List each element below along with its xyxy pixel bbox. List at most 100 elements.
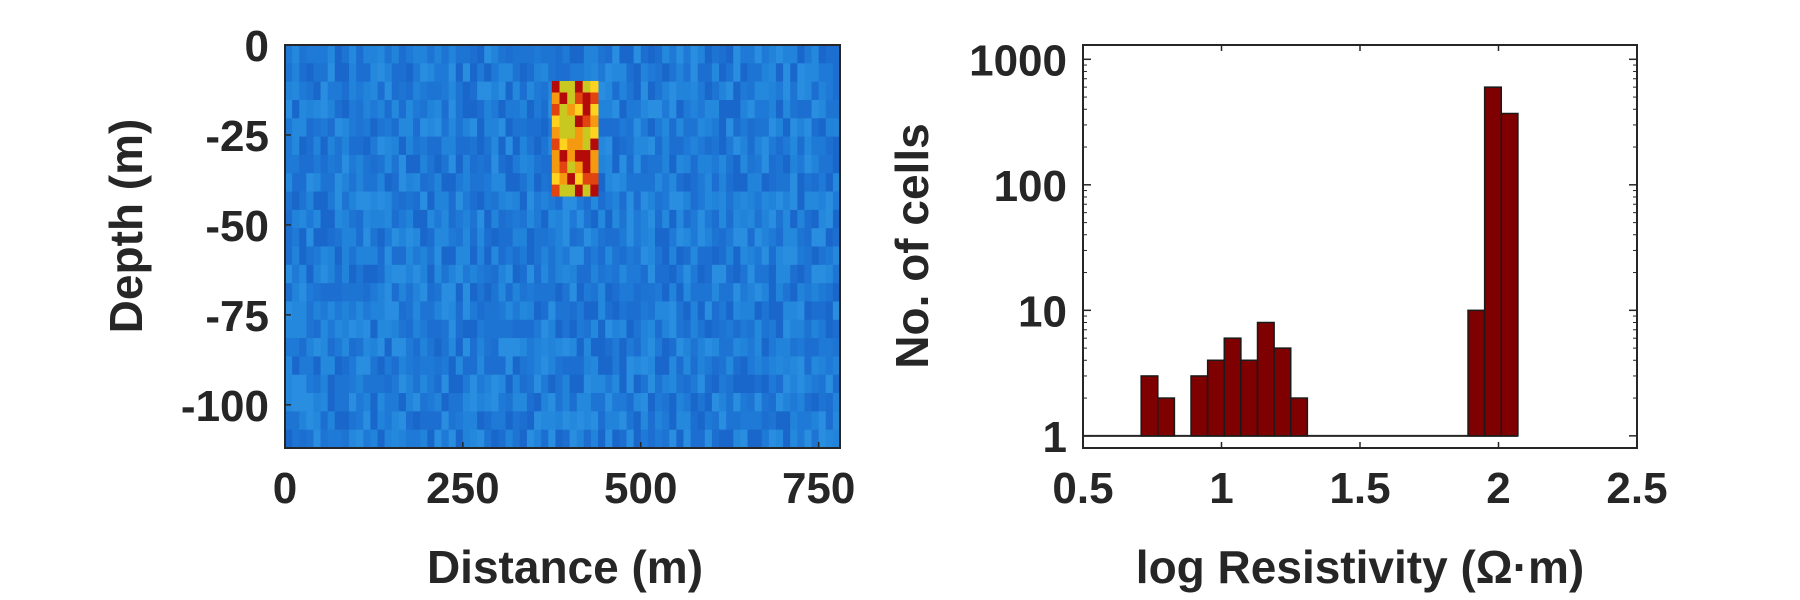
anomaly-cell [582, 184, 591, 197]
heatmap-cell [775, 63, 784, 83]
heatmap-cell [327, 393, 336, 412]
heatmap-cell [377, 191, 386, 211]
heatmap-cell [441, 118, 450, 138]
heatmap-cell [313, 118, 322, 138]
heatmap-cell [704, 411, 713, 431]
heatmap-cell [676, 429, 685, 449]
heatmap-cell [804, 356, 813, 376]
heatmap-cell [576, 191, 585, 211]
histogram-bar [1467, 309, 1486, 437]
heatmap-cell [491, 228, 500, 248]
heatmap-cell [441, 283, 450, 303]
heatmap-cell [633, 264, 642, 284]
heatmap-cell [477, 338, 485, 358]
heatmap-cell [427, 411, 436, 431]
heatmap-cell [804, 374, 813, 394]
heatmap-cell [612, 154, 621, 174]
heatmap-cell [583, 283, 592, 303]
heatmap-cell [405, 411, 414, 431]
heatmap-cell [797, 154, 806, 174]
heatmap-cell [391, 45, 400, 64]
heatmap-cell [455, 154, 464, 174]
heatmap-cell [818, 136, 827, 156]
heatmap-cell [733, 63, 741, 83]
heatmap-cell [519, 319, 528, 339]
heatmap-cell [498, 99, 507, 119]
heatmap-cell [441, 246, 450, 266]
heatmap-cell [783, 338, 791, 358]
heatmap-cell [349, 45, 357, 64]
heatmap-cell [562, 301, 571, 321]
heatmap-cell [477, 173, 485, 193]
heatmap-cell [477, 264, 485, 284]
heatmap-cell [804, 81, 813, 101]
heatmap-cell [633, 411, 642, 431]
heatmap-cell [598, 63, 606, 83]
heatmap-cell [633, 301, 642, 321]
heatmap-cell [647, 209, 656, 229]
heatmap-cell [783, 356, 791, 376]
heatmap-cell [811, 338, 820, 358]
anomaly-cell [574, 127, 584, 139]
heatmap-cell [299, 338, 307, 358]
heatmap-cell [697, 264, 706, 284]
heatmap-cell [377, 393, 386, 412]
anomaly-cell [574, 92, 584, 105]
heatmap-cell [398, 264, 407, 284]
heatmap-cell [299, 45, 307, 64]
heatmap-cell [534, 63, 542, 83]
heatmap-cell [683, 246, 692, 266]
heatmap-cell [598, 393, 606, 412]
heatmap-cell [413, 264, 421, 284]
heatmap-cell [334, 393, 343, 412]
anomaly-cell [559, 92, 568, 105]
heatmap-cell [470, 118, 478, 138]
heatmap-cell [783, 283, 791, 303]
heatmap-cell [398, 228, 407, 248]
heatmap-cell [398, 136, 407, 156]
heatmap-cell [768, 136, 777, 156]
heatmap-cell [704, 99, 713, 119]
heatmap-cell [413, 283, 421, 303]
heatmap-cell [370, 81, 379, 101]
heatmap-cell [783, 209, 791, 229]
heatmap-cell [711, 81, 720, 101]
heatmap-cell [775, 209, 784, 229]
heatmap-cell [441, 136, 450, 156]
heatmap-cell [832, 191, 841, 211]
heatmap-cell [662, 136, 670, 156]
heatmap-cell [448, 118, 457, 138]
x-tick-label: 500 [604, 464, 677, 513]
heatmap-cell [655, 118, 663, 138]
heatmap-cell [334, 99, 343, 119]
heatmap-cell [349, 301, 357, 321]
histogram-bar [1483, 86, 1503, 437]
anomaly-cell [551, 115, 560, 128]
heatmap-cell [811, 154, 820, 174]
heatmap-cell [434, 264, 443, 284]
heatmap-cell [434, 118, 443, 138]
heatmap-cell [626, 209, 635, 229]
heatmap-cell [662, 429, 670, 449]
heatmap-cell [377, 136, 386, 156]
heatmap-cell [398, 173, 407, 193]
heatmap-cell [398, 154, 407, 174]
heatmap-cell [726, 374, 734, 394]
anomaly-cell [574, 161, 584, 174]
heatmap-cell [434, 154, 443, 174]
heatmap-cell [327, 154, 336, 174]
heatmap-cell [327, 283, 336, 303]
heatmap-cell [285, 429, 293, 449]
heatmap-cell [534, 411, 542, 431]
heatmap-cell [662, 264, 670, 284]
heatmap-cell [391, 99, 400, 119]
heatmap-cell [384, 81, 393, 101]
heatmap-cell [420, 246, 428, 266]
heatmap-cell [612, 356, 621, 376]
heatmap-cell [655, 264, 663, 284]
heatmap-cell [363, 429, 371, 449]
heatmap-cell [711, 338, 720, 358]
heatmap-cell [697, 411, 706, 431]
